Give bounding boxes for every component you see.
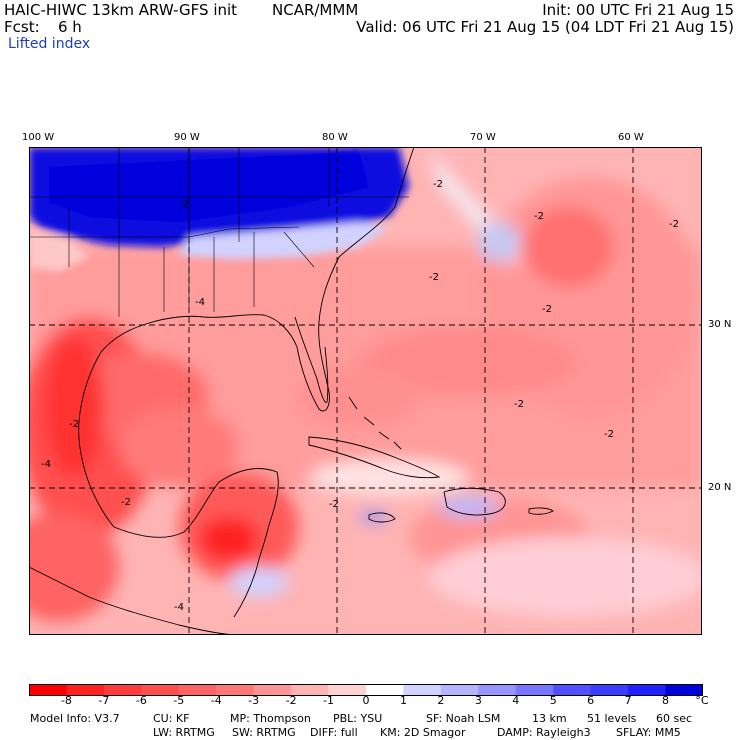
colorbar-tick-label: 2 (437, 694, 445, 707)
colorbar-tick-label: 8 (662, 694, 670, 707)
colorbar-swatch (216, 684, 255, 696)
colorbar-swatch (29, 684, 67, 696)
colorbar-tick-label: -6 (135, 694, 147, 707)
map-field: -2 -2 -2 -2 -2 -2 -2 -2 -2 -4 -4 -4 -2 -… (29, 147, 702, 635)
contour-label: -2 (121, 497, 131, 508)
contour-label: -2 (534, 211, 544, 222)
graticule (29, 147, 702, 635)
contour-label: -2 (69, 419, 79, 430)
footer-timestep: 60 sec (656, 712, 693, 725)
footer-damp: DAMP: Rayleigh3 (497, 726, 591, 739)
lat-label-20n: 20 N (708, 482, 732, 493)
colorbar-swatch (253, 684, 292, 696)
footer-km: KM: 2D Smagor (380, 726, 466, 739)
contour-label: -2 (433, 179, 443, 190)
colorbar-tick-label: 6 (587, 694, 595, 707)
colorbar-swatch (628, 684, 667, 696)
colorbar (29, 681, 704, 696)
colorbar-swatch (515, 684, 554, 696)
colorbar-tick-label: 1 (399, 694, 407, 707)
colorbar-swatch (590, 684, 629, 696)
colorbar-swatch (291, 684, 330, 696)
lon-label-90w: 90 W (174, 132, 200, 143)
colorbar-tick-label: -7 (98, 694, 110, 707)
footer-sflay: SFLAY: MM5 (616, 726, 681, 739)
colorbar-tick-label: -2 (285, 694, 297, 707)
state-borders (29, 147, 409, 317)
fcst-value: 6 h (58, 18, 82, 36)
footer-levels: 51 levels (587, 712, 637, 725)
field-name: Lifted index (8, 36, 91, 52)
colorbar-swatch (366, 684, 404, 696)
contour-label: -2 (179, 199, 189, 210)
contour-label: -4 (174, 602, 184, 613)
contour-label: -2 (604, 429, 614, 440)
lat-label-30n: 30 N (708, 319, 732, 330)
valid-time: Valid: 06 UTC Fri 21 Aug 15 (04 LDT Fri … (356, 18, 734, 36)
colorbar-swatch (665, 684, 704, 696)
colorbar-tick-label: -3 (248, 694, 260, 707)
colorbar-swatch (66, 684, 105, 696)
contour-label: -2 (669, 219, 679, 230)
colorbar-tick-label: 4 (512, 694, 520, 707)
footer-lw: LW: RRTMG (153, 726, 215, 739)
contour-label: -2 (329, 499, 339, 510)
footer-sf: SF: Noah LSM (426, 712, 501, 725)
colorbar-svg (29, 684, 704, 696)
contour-labels: -2 -2 -2 -2 -2 -2 -2 -2 -2 -4 -4 -4 -2 -… (41, 179, 679, 613)
colorbar-swatch (403, 684, 442, 696)
footer-cu: CU: KF (153, 712, 190, 725)
colorbar-frame (29, 684, 703, 696)
colorbar-swatch (103, 684, 142, 696)
colorbar-swatch (553, 684, 592, 696)
colorbar-tick-label: 7 (624, 694, 632, 707)
footer-sw: SW: RRTMG (232, 726, 296, 739)
contour-label: -2 (514, 399, 524, 410)
footer-mp: MP: Thompson (230, 712, 311, 725)
colorbar-tick-label: 0 (362, 694, 370, 707)
footer-model-info: Model Info: V3.7 (30, 712, 120, 725)
footer-diff: DIFF: full (310, 726, 358, 739)
colorbar-tick-label: -1 (323, 694, 335, 707)
colorbar-tick-label: -8 (60, 694, 72, 707)
colorbar-swatch (440, 684, 479, 696)
contour-label: -2 (429, 272, 439, 283)
colorbar-tick-label: -5 (173, 694, 185, 707)
footer-pbl: PBL: YSU (333, 712, 383, 725)
lifted-index-map: -2 -2 -2 -2 -2 -2 -2 -2 -2 -4 -4 -4 -2 -… (29, 147, 702, 635)
colorbar-tick-label: 5 (549, 694, 557, 707)
lon-label-70w: 70 W (470, 132, 496, 143)
footer-resolution: 13 km (532, 712, 567, 725)
colorbar-tick-label: 3 (474, 694, 482, 707)
colorbar-tick-label: -4 (210, 694, 222, 707)
model-title: HAIC-HIWC 13km ARW-GFS init (4, 1, 238, 19)
org-label: NCAR/MMM (272, 1, 359, 19)
colorbar-swatch (328, 684, 367, 696)
lon-label-100w: 100 W (22, 132, 55, 143)
colorbar-swatch (141, 684, 180, 696)
field-shading (29, 147, 702, 622)
contour-label: -4 (195, 297, 205, 308)
fcst-label: Fcst: (4, 18, 40, 36)
colorbar-unit: °C (695, 694, 709, 707)
contour-label: -4 (41, 459, 51, 470)
contour-label: -2 (542, 304, 552, 315)
map-frame (29, 147, 702, 635)
lon-label-60w: 60 W (618, 132, 644, 143)
colorbar-swatch (478, 684, 517, 696)
init-time: Init: 00 UTC Fri 21 Aug 15 (542, 1, 734, 19)
lon-label-80w: 80 W (322, 132, 348, 143)
colorbar-swatch (178, 684, 217, 696)
